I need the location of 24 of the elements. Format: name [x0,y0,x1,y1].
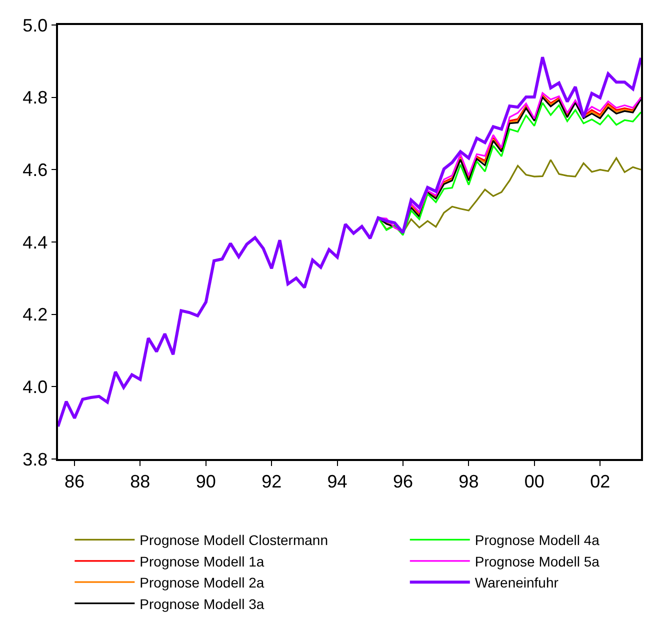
x-tick-label: 02 [590,471,610,492]
legend-label: Prognose Modell Clostermann [140,532,328,548]
x-tick-label: 90 [196,471,216,492]
legend-label: Prognose Modell 2a [140,574,264,591]
line-series [58,56,641,428]
y-tick-label: 4.8 [22,88,48,108]
legend-label: Prognose Modell 3a [140,596,264,612]
y-tick-label: 4.4 [22,232,48,252]
legend-label: Prognose Modell 1a [140,553,264,570]
x-tick-label: 86 [64,471,85,492]
legend-label: Prognose Modell 5a [474,553,600,570]
y-tick-label: 3.8 [22,449,48,470]
legend-label: Wareneinfuhr [474,574,559,591]
y-tick-label: 4.0 [22,376,48,397]
x-tick-label: 88 [130,471,150,492]
y-tick-label: 4.2 [22,304,48,325]
x-tick-label: 96 [392,471,413,492]
x-tick-label: 92 [262,471,282,492]
x-tick-label: 00 [524,471,544,492]
x-tick-label: 98 [458,471,479,492]
legend-label: Prognose Modell 4a [474,532,600,548]
y-tick-label: 5.0 [22,15,48,36]
y-tick-label: 4.6 [22,160,48,180]
x-tick-label: 94 [327,471,348,492]
